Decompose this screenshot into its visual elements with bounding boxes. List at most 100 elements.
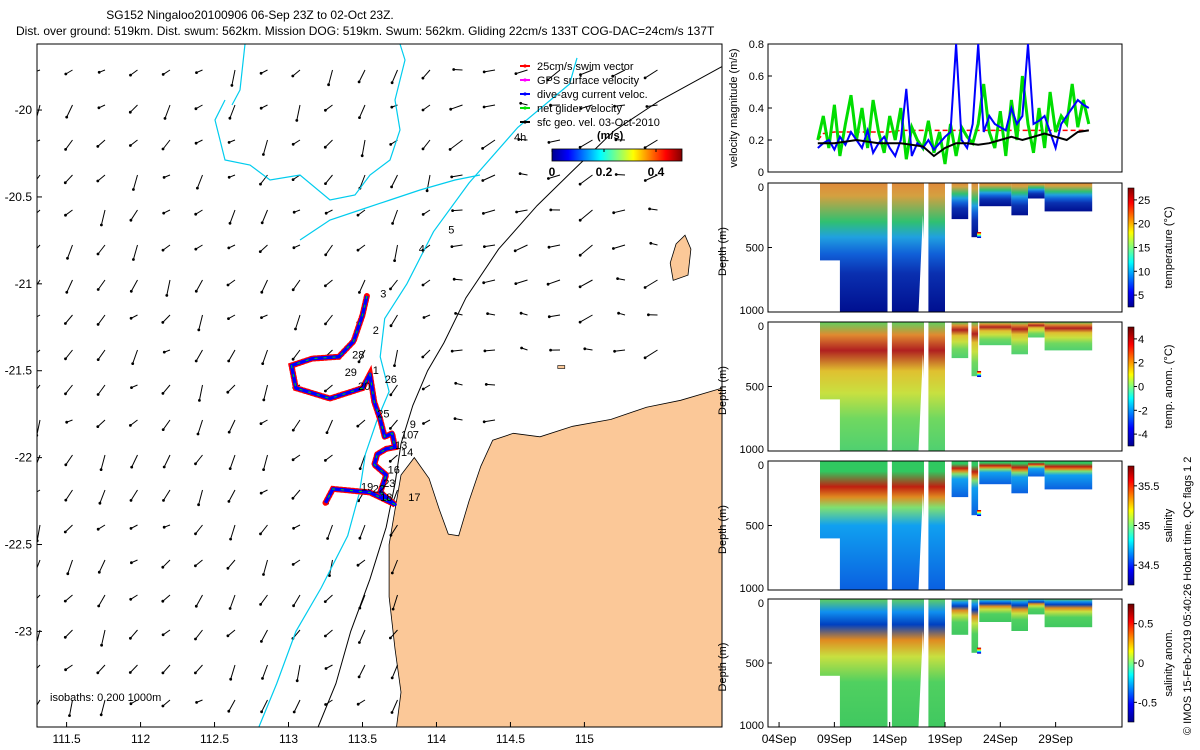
current-arrow [164,104,171,119]
current-arrow [324,594,333,602]
current-arrow [579,139,593,148]
current-arrow [579,244,593,256]
current-arrow-head [613,349,616,353]
cbar-tick-label: 4 [1138,334,1144,346]
current-arrow-head [482,70,486,74]
depth-y-label: Depth (m) [717,366,729,415]
current-arrow [644,349,658,359]
current-arrow [392,594,398,610]
current-arrow-head [449,107,453,111]
time-tick-label: 14Sep [872,732,907,746]
current-arrow-head [578,320,582,324]
day-label: 3 [380,289,386,301]
current-arrow-head [389,636,392,640]
current-arrow [325,174,333,184]
current-arrow-head [292,246,296,250]
current-arrow-head [481,147,484,150]
current-arrow [357,209,366,216]
current-arrow [162,314,171,323]
current-arrow-head [227,709,231,713]
current-arrow-head [129,289,133,293]
current-arrow [260,594,268,605]
section-gap [819,260,840,312]
barrow-island [669,234,692,281]
current-arrow [162,384,171,394]
section-cast-block [979,183,1012,207]
current-arrow [132,244,138,260]
current-arrow [295,314,301,330]
current-arrow-head [260,710,263,714]
current-arrow-head [195,71,198,74]
current-arrow-head [97,106,101,110]
y-tick-label: -21.5 [5,364,33,378]
current-arrow-head [162,499,165,502]
current-arrow-head [96,252,100,256]
current-arrow [391,174,398,188]
current-arrow [65,139,73,150]
current-arrow-head [357,675,361,679]
current-arrow [358,629,366,643]
current-arrow-head [390,711,394,714]
current-arrow-head [161,321,165,324]
cbar-tick-label: -4 [1138,429,1148,441]
cbar-tick-label: 35.5 [1138,481,1159,493]
current-arrow [67,559,73,574]
current-arrow [296,104,301,121]
current-arrow-head [324,211,328,215]
day-label: 13 [395,440,407,452]
current-arrow-head [291,458,295,462]
current-arrow [580,104,593,109]
section-cast-block [1028,461,1045,477]
current-arrow-head [129,527,133,530]
current-arrow-head [483,245,486,249]
day-label: 25 [377,409,389,421]
x-tick-label: 112.5 [200,732,229,746]
current-arrow [261,279,268,293]
current-arrow [67,244,73,259]
current-arrow [37,314,41,318]
current-arrow-head [194,289,198,293]
current-arrow-head [643,76,647,80]
current-arrow-head [358,291,361,294]
current-arrow-head [161,147,165,151]
current-arrow-head [165,294,169,297]
current-arrow-head [129,316,133,320]
current-arrow [484,244,496,248]
isobath-1000 [258,57,578,727]
current-arrow-head [227,317,230,320]
section-cast-block [979,461,1012,485]
current-arrow-head [390,185,393,189]
current-arrow-head [323,145,327,149]
current-arrow [612,69,626,77]
section-cast-block [951,322,969,359]
current-arrow [65,349,73,360]
current-arrow [616,174,626,176]
current-arrow-head [64,498,68,502]
current-arrow-head [356,424,360,428]
current-arrow-head [129,73,132,77]
current-arrow-head [547,141,551,144]
cbar-tick-label: -0.5 [1138,697,1157,709]
section-gap [819,538,840,590]
current-arrow-head [389,427,392,430]
current-arrow-head [294,327,297,331]
current-arrow [97,384,106,395]
colorbar-tick-label: 0.4 [648,165,665,179]
current-arrows [37,68,658,717]
current-arrow [37,139,41,142]
day-label: 26 [385,374,397,386]
current-arrow [64,524,73,533]
current-arrow-head [194,671,197,675]
current-arrow [390,419,398,429]
depth-y-tick-label: 1000 [740,720,764,732]
section-cast-block [928,461,945,590]
current-arrow-head [325,431,329,434]
current-arrow [231,69,236,86]
current-arrow [259,244,268,252]
current-arrow-head [229,537,233,541]
current-arrow-head [194,564,197,568]
current-arrow [130,489,138,501]
section-cast-block [951,599,969,635]
current-arrow [547,279,561,285]
current-arrow-head [63,635,67,639]
